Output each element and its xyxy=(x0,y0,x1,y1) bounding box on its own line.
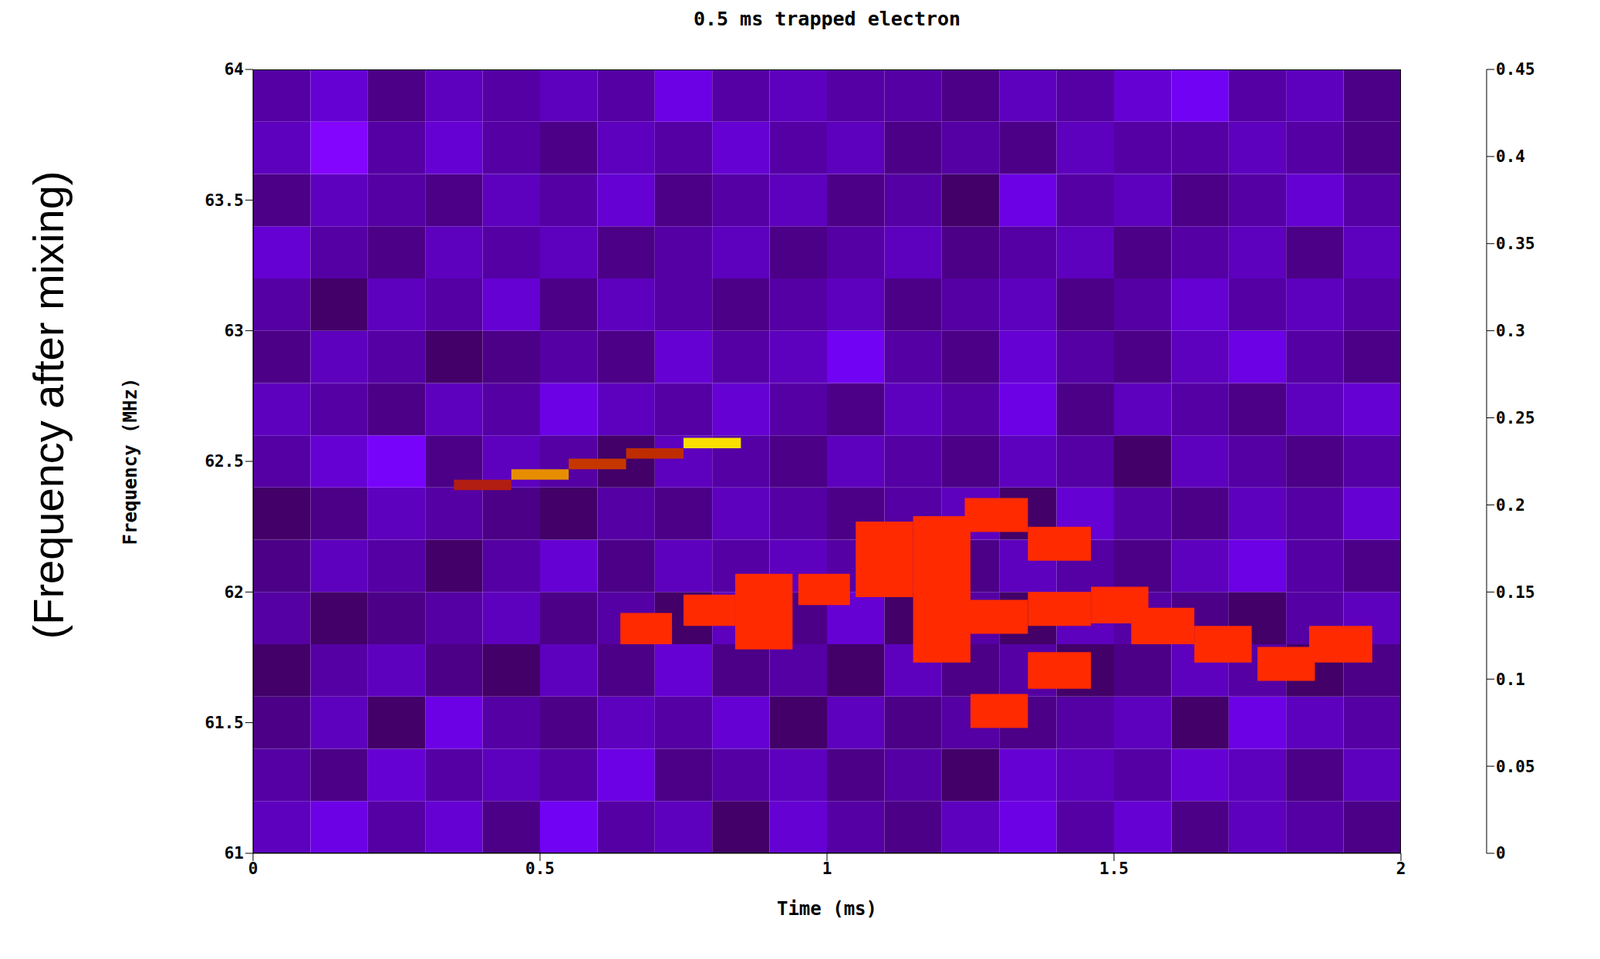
svg-text:0.1: 0.1 xyxy=(1495,670,1526,689)
html-text:(Frequency after mixing): (Frequency after mixing) xyxy=(23,170,73,640)
svg-text:62.5: 62.5 xyxy=(204,452,244,471)
svg-text:1: 1 xyxy=(822,859,833,878)
svg-text:Time (ms): Time (ms) xyxy=(776,897,878,920)
svg-text:0.5: 0.5 xyxy=(525,859,555,878)
svg-text:Frequency (MHz): Frequency (MHz) xyxy=(119,378,142,546)
svg-text:0.15: 0.15 xyxy=(1495,583,1536,602)
svg-text:63.5: 63.5 xyxy=(204,191,244,210)
svg-text:1.5: 1.5 xyxy=(1099,859,1129,878)
svg-text:0.3: 0.3 xyxy=(1495,321,1526,341)
svg-text:0.25: 0.25 xyxy=(1495,408,1536,428)
svg-text:0.05: 0.05 xyxy=(1495,757,1536,777)
svg-text:2: 2 xyxy=(1396,859,1407,878)
svg-text:61.5: 61.5 xyxy=(204,713,244,733)
svg-text:0.45: 0.45 xyxy=(1495,60,1536,79)
svg-text:0.4: 0.4 xyxy=(1495,147,1526,166)
svg-text:61: 61 xyxy=(224,843,244,863)
svg-text:0.2: 0.2 xyxy=(1495,496,1526,515)
svg-text:0: 0 xyxy=(1495,843,1506,863)
svg-text:62: 62 xyxy=(224,583,244,602)
svg-text:63: 63 xyxy=(224,321,244,341)
svg-text:0.35: 0.35 xyxy=(1495,234,1536,254)
svg-text:0: 0 xyxy=(248,859,259,878)
svg-text:64: 64 xyxy=(224,60,244,79)
html-text:0.5 ms trapped electron: 0.5 ms trapped electron xyxy=(693,7,961,31)
